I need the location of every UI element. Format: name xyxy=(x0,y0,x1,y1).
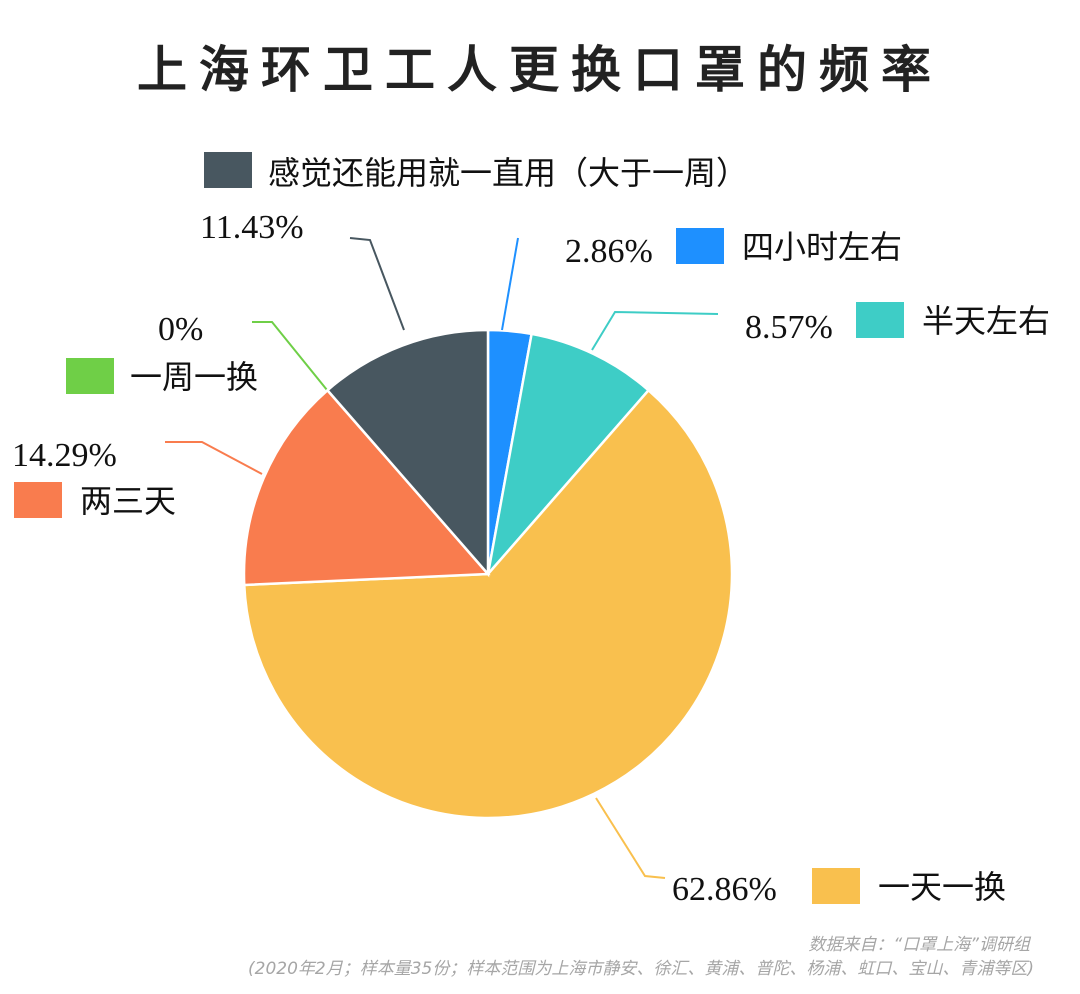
pie-slice-2 xyxy=(242,388,734,820)
percent-label-0: 2.86% xyxy=(565,233,653,270)
leader-line-0 xyxy=(501,237,519,331)
percent-label-4: 0% xyxy=(158,311,203,348)
percent-label-3: 14.29% xyxy=(12,437,117,474)
pie-slice-1 xyxy=(485,332,651,579)
category-label-3: 两三天 xyxy=(80,482,176,520)
percent-label-1: 8.57% xyxy=(745,309,833,346)
legend-swatch-3 xyxy=(14,482,62,518)
leader-line-5 xyxy=(349,237,405,331)
legend-swatch-2 xyxy=(812,868,860,904)
category-label-0: 四小时左右 xyxy=(742,228,902,266)
pie-slice-5 xyxy=(325,328,490,578)
data-source: 数据来自：“口罩上海”调研组 xyxy=(808,935,1030,955)
category-label-1: 半天左右 xyxy=(922,302,1050,340)
legend-swatch-0 xyxy=(676,228,724,264)
legend-swatch-5 xyxy=(204,152,252,188)
legend-swatch-1 xyxy=(856,302,904,338)
category-label-4: 一周一换 xyxy=(130,358,258,396)
leader-line-3 xyxy=(165,441,263,475)
leader-line-1 xyxy=(591,310,719,351)
sample-note: (2020年2月；样本量35份；样本范围为上海市静安、徐汇、黄浦、普陀、杨浦、虹… xyxy=(248,959,1034,979)
leader-line-4 xyxy=(252,321,328,391)
leader-line-2 xyxy=(595,797,666,879)
category-label-2: 一天一换 xyxy=(878,868,1006,906)
category-label-5: 感觉还能用就一直用（大于一周） xyxy=(268,154,748,192)
chart-title: 上海环卫工人更换口罩的频率 xyxy=(137,41,943,99)
percent-label-5: 11.43% xyxy=(200,209,304,246)
percent-label-2: 62.86% xyxy=(672,871,777,908)
pie-slice-3 xyxy=(242,388,491,587)
legend-swatch-4 xyxy=(66,358,114,394)
